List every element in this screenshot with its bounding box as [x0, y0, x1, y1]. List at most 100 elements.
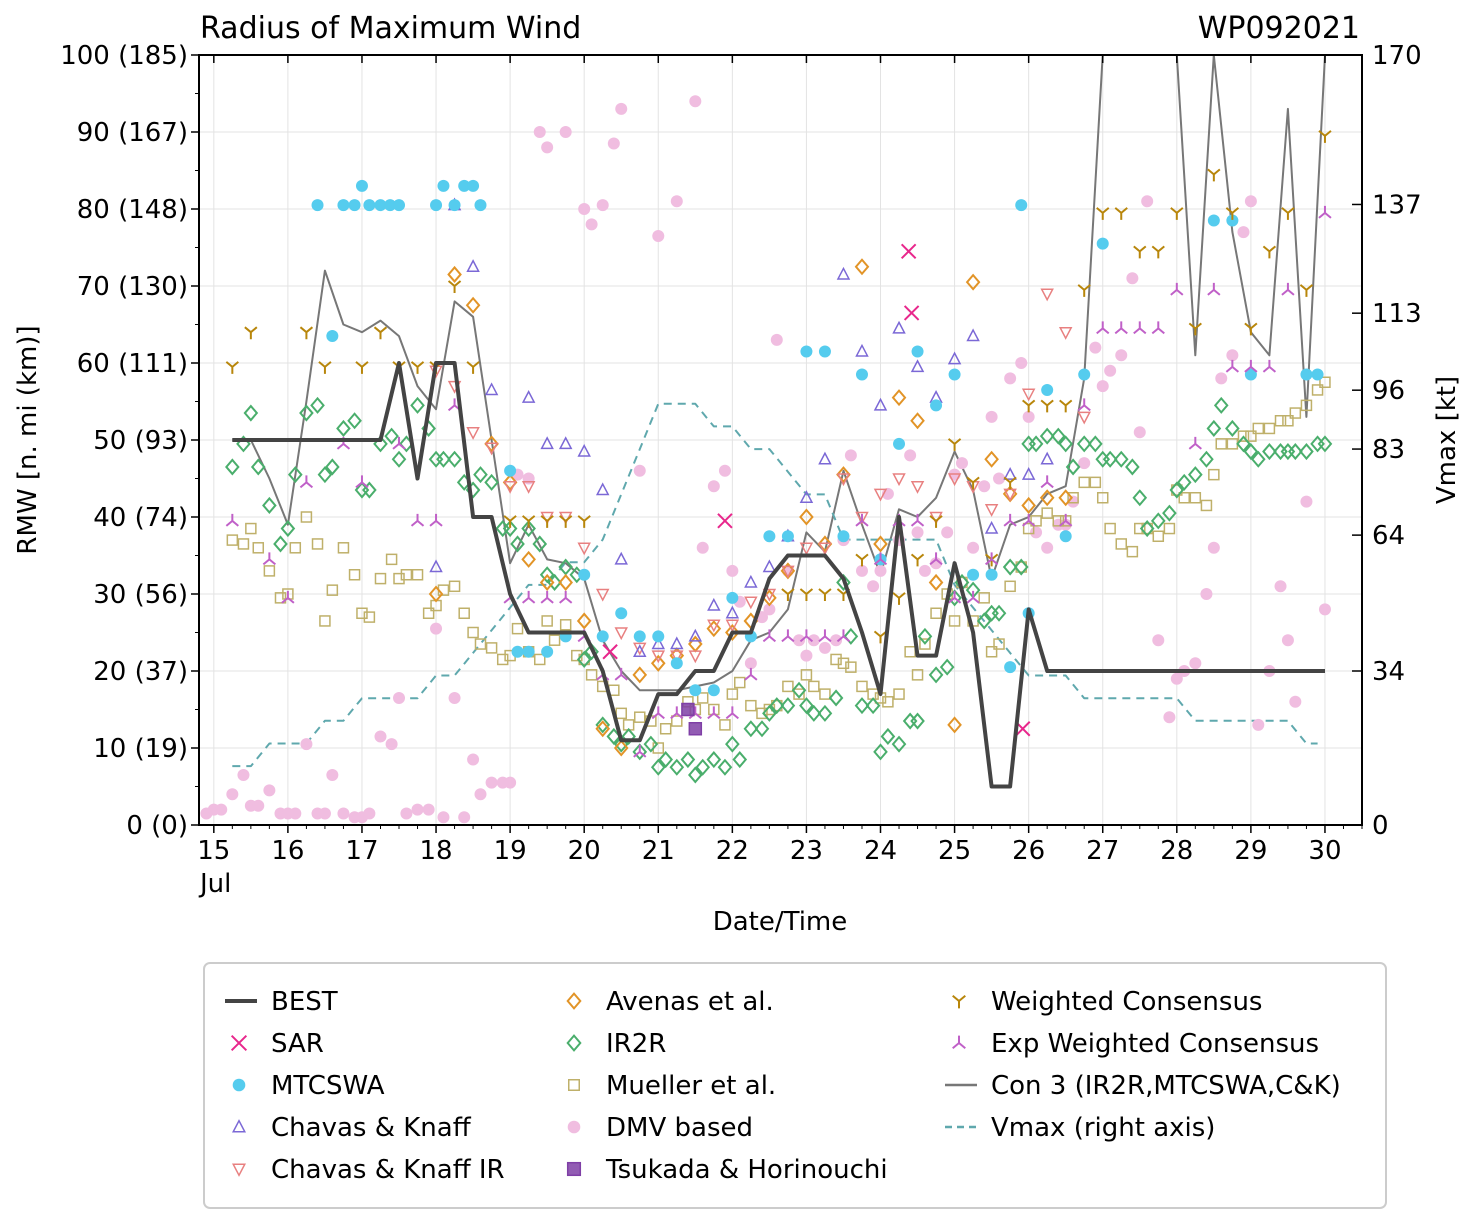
marker-weighted-consensus: [1114, 207, 1128, 220]
marker-mueller-et-al: [1178, 492, 1190, 504]
marker-mueller-et-al: [422, 607, 435, 619]
marker-mueller-et-al: [326, 584, 339, 596]
marker-dmv-based: [770, 333, 783, 346]
marker-dmv-based: [326, 768, 339, 781]
legend-label: Chavas & Knaff: [271, 1113, 472, 1143]
legend-label: SAR: [271, 1029, 324, 1059]
marker-dmv-based: [696, 541, 709, 554]
marker-weighted-consensus: [466, 361, 480, 374]
marker-mueller-et-al: [696, 692, 709, 704]
marker-weighted-consensus: [318, 361, 332, 374]
legend-label: Tsukada & Horinouchi: [605, 1155, 888, 1185]
marker-exp-weighted-consensus: [1059, 513, 1073, 527]
marker-exp-weighted-consensus: [410, 513, 425, 527]
marker-exp-weighted-consensus: [670, 706, 684, 720]
marker-mtcswa: [1311, 368, 1324, 381]
marker-mtcswa: [511, 645, 524, 658]
marker-mueller-et-al: [978, 592, 990, 604]
marker-weighted-consensus: [892, 592, 906, 605]
marker-chavas-knaff: [707, 597, 721, 611]
marker-weighted-consensus: [818, 588, 832, 601]
marker-mtcswa: [670, 657, 683, 670]
marker-ir2r: [902, 712, 918, 730]
y-tick-label: 50 (93): [93, 426, 188, 456]
marker-weighted-consensus: [559, 515, 573, 528]
marker-dmv-based: [422, 803, 435, 816]
marker-dmv-based: [1115, 349, 1128, 362]
marker-dmv-based: [485, 776, 498, 789]
marker-chavas-knaff-ir: [855, 511, 869, 525]
marker-ir2r: [621, 727, 636, 745]
marker-ir2r: [1199, 450, 1214, 468]
marker-mueller-et-al: [1067, 492, 1079, 504]
marker-ir2r: [1243, 443, 1259, 461]
marker-chavas-knaff-ir: [484, 442, 499, 456]
marker-tsukada-horinouchi: [688, 722, 703, 736]
marker-mueller-et-al: [385, 553, 398, 566]
marker-weighted-consensus: [1188, 322, 1202, 336]
marker-dmv-based: [855, 564, 868, 577]
legend-item-weighted-consensus: Weighted Consensus: [952, 987, 1262, 1017]
marker-ir2r: [1039, 427, 1055, 445]
marker-dmv-based: [252, 799, 265, 812]
marker-mueller-et-al: [585, 669, 598, 681]
marker-chavas-knaff: [818, 451, 832, 465]
y2-tick-label: 137: [1372, 190, 1422, 220]
marker-mtcswa: [474, 199, 487, 212]
marker-mueller-et-al: [348, 569, 361, 581]
marker-chavas-knaff-ir: [614, 627, 628, 641]
legend-swatch: [231, 1119, 247, 1133]
marker-mtcswa: [596, 630, 609, 643]
marker-weighted-consensus: [503, 515, 517, 528]
legend-item-ir2r: IR2R: [566, 1029, 666, 1059]
legend: BEST SAR MTCSWA Chavas & Knaff Chavas & Knaf…: [203, 962, 1387, 1209]
x-tick-label: 30: [1308, 836, 1341, 866]
y-tick-label: 0 (0): [126, 811, 188, 841]
marker-chavas-knaff: [966, 328, 980, 342]
marker-exp-weighted-consensus: [614, 667, 628, 681]
marker-mueller-et-al: [985, 646, 998, 658]
marker-ir2r: [1002, 558, 1018, 576]
marker-mueller-et-al: [819, 688, 831, 700]
marker-chavas-knaff-ir: [633, 642, 647, 656]
y2-tick-label: 64: [1372, 521, 1405, 551]
legend-swatch: [952, 994, 966, 1009]
marker-dmv-based: [1252, 718, 1265, 731]
marker-weighted-consensus: [1244, 322, 1258, 336]
marker-dmv-based: [670, 195, 683, 208]
marker-dmv-based: [930, 557, 943, 570]
marker-chavas-knaff-ir: [725, 619, 740, 633]
marker-dmv-based: [1141, 195, 1154, 208]
marker-weighted-consensus: [1022, 399, 1036, 413]
marker-ir2r: [632, 743, 648, 761]
marker-avenas-et-al: [558, 573, 573, 591]
marker-avenas-et-al: [947, 716, 962, 734]
marker-mueller-et-al: [1052, 515, 1065, 527]
marker-avenas-et-al: [613, 739, 629, 757]
marker-mueller-et-al: [411, 569, 424, 581]
marker-mueller-et-al: [830, 653, 842, 666]
marker-chavas-knaff: [558, 436, 573, 450]
marker-exp-weighted-consensus: [281, 590, 295, 604]
marker-dmv-based: [400, 807, 413, 820]
marker-mtcswa: [504, 464, 517, 477]
marker-sar: [900, 243, 917, 260]
series-layer: [200, 55, 1333, 824]
marker-ir2r: [391, 450, 407, 468]
marker-mueller-et-al: [671, 715, 683, 727]
marker-avenas-et-al: [706, 620, 722, 638]
marker-dmv-based: [1041, 541, 1054, 554]
marker-dmv-based: [467, 753, 480, 766]
marker-chavas-knaff: [725, 605, 740, 619]
marker-avenas-et-al: [984, 450, 999, 468]
marker-dmv-based: [904, 449, 917, 462]
legend-item-mtcswa: MTCSWA: [232, 1071, 385, 1101]
marker-weighted-consensus: [929, 515, 943, 528]
marker-mueller-et-al: [1022, 522, 1035, 535]
legend-label: Weighted Consensus: [991, 987, 1262, 1017]
marker-mueller-et-al: [458, 607, 470, 619]
marker-mtcswa: [652, 630, 665, 643]
marker-weighted-consensus: [577, 515, 591, 528]
y-tick-label: 30 (56): [93, 580, 188, 610]
marker-weighted-consensus: [947, 438, 962, 451]
